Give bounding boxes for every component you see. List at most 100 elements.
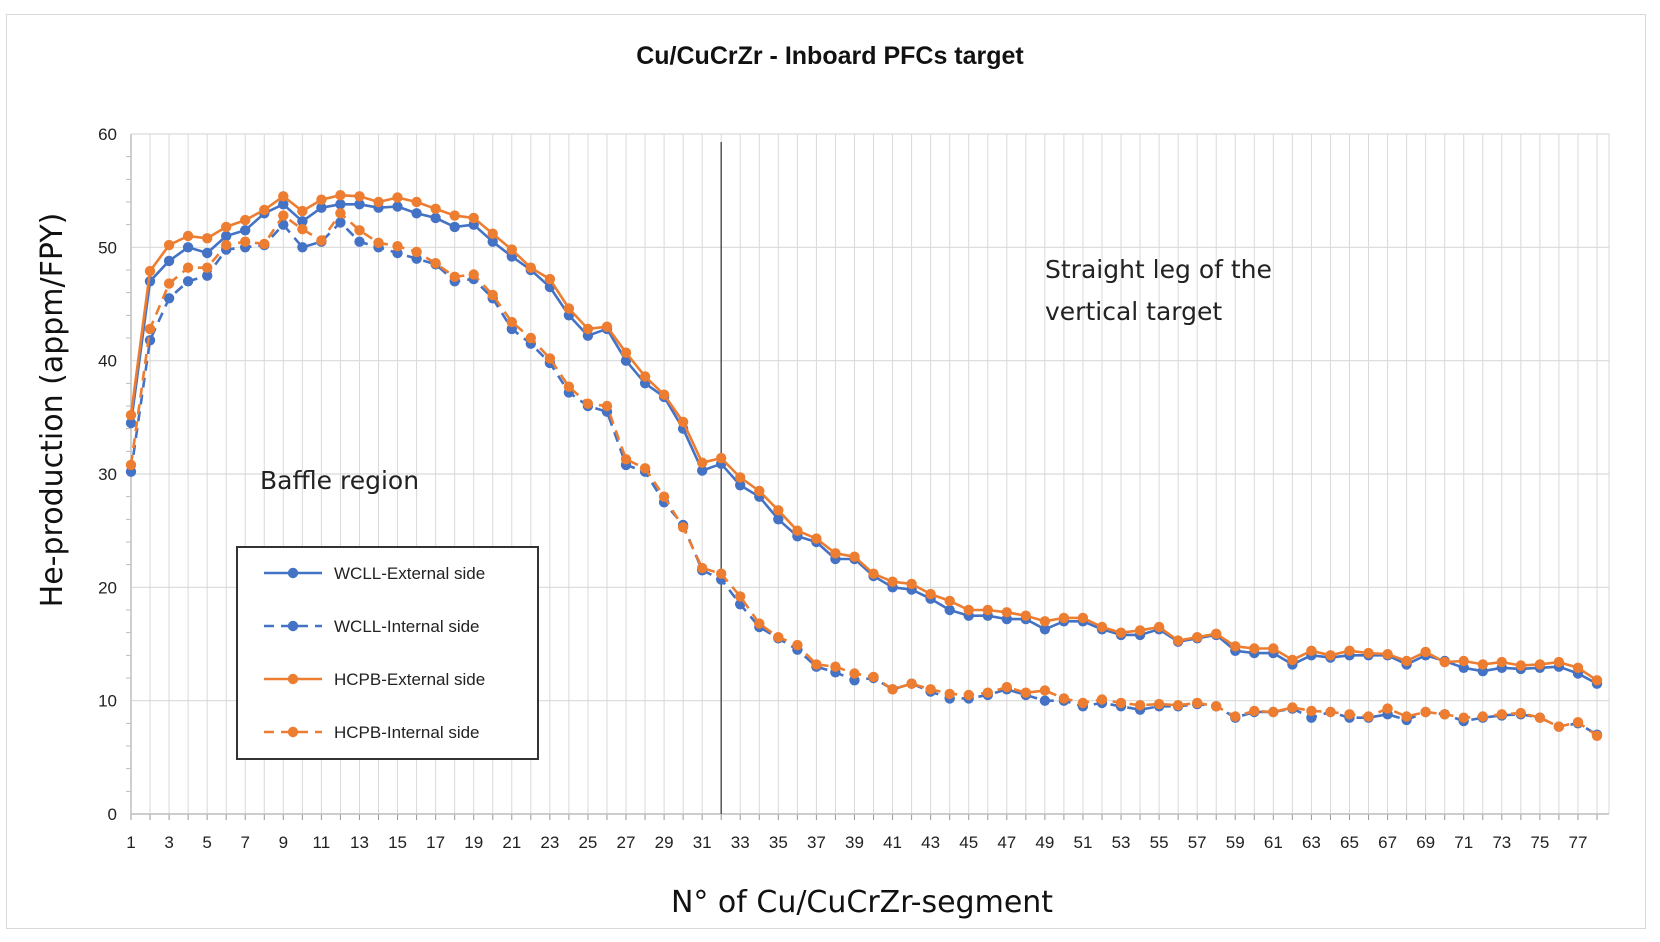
data-point: [716, 452, 727, 464]
data-point: [297, 216, 308, 227]
data-point: [1001, 607, 1012, 618]
data-point: [1363, 711, 1374, 722]
data-point: [335, 190, 346, 201]
data-point: [373, 196, 384, 208]
data-point: [1115, 697, 1127, 709]
data-point: [1115, 627, 1127, 638]
data-point: [811, 659, 822, 670]
annotation-straight-leg-line2: vertical target: [1045, 297, 1222, 326]
x-tick-label: 11: [313, 833, 331, 852]
data-point: [697, 562, 708, 574]
data-point: [163, 293, 175, 304]
x-tick-label: 13: [350, 833, 369, 852]
x-tick-label: 25: [578, 833, 597, 852]
data-point: [1572, 717, 1584, 728]
data-point: [830, 548, 841, 559]
data-point: [1515, 660, 1527, 671]
data-point: [1134, 700, 1146, 711]
data-point: [297, 224, 308, 235]
series-layer: [125, 190, 1603, 741]
data-point: [240, 214, 251, 226]
data-point: [601, 321, 613, 332]
data-point: [1096, 694, 1108, 705]
data-point: [1306, 705, 1317, 717]
data-point: [278, 210, 289, 221]
data-point: [925, 588, 936, 600]
data-point: [544, 273, 556, 285]
y-tick-label: 10: [98, 692, 117, 711]
data-point: [773, 632, 784, 643]
data-point: [202, 262, 213, 273]
data-point: [982, 687, 993, 698]
data-point: [601, 400, 613, 412]
data-point: [868, 568, 879, 579]
x-tick-label: 21: [502, 833, 521, 852]
x-tick-label: 59: [1226, 833, 1245, 852]
data-point: [963, 689, 974, 701]
x-tick-label: 43: [921, 833, 940, 852]
data-point: [411, 246, 422, 258]
data-point: [1515, 707, 1527, 719]
data-point: [1287, 654, 1298, 666]
data-point: [202, 270, 213, 281]
data-point: [563, 381, 575, 392]
data-point: [868, 671, 879, 683]
data-point: [697, 465, 708, 476]
data-point: [792, 639, 803, 651]
data-point: [1591, 730, 1603, 741]
data-point: [487, 289, 498, 301]
legend-label: HCPB-Internal side: [334, 723, 480, 742]
data-point: [620, 454, 632, 465]
x-tick-label: 29: [655, 833, 674, 852]
y-axis-label: He-production (appm/FPY): [35, 213, 70, 608]
data-point: [1039, 624, 1051, 635]
data-point: [582, 398, 594, 409]
data-point: [182, 230, 194, 242]
x-tick-label: 77: [1569, 833, 1588, 852]
data-point: [716, 568, 727, 579]
data-point: [316, 235, 327, 246]
data-point: [773, 505, 784, 516]
data-point: [144, 335, 156, 346]
data-point: [449, 271, 460, 282]
data-point: [811, 533, 822, 544]
data-point: [982, 604, 993, 616]
data-point: [1306, 645, 1317, 656]
y-tick-label: 20: [98, 578, 117, 597]
data-point: [1268, 643, 1279, 654]
data-point: [1401, 655, 1412, 667]
data-point: [125, 459, 137, 471]
data-point: [125, 417, 137, 429]
data-point: [1230, 711, 1241, 722]
data-point: [449, 221, 460, 233]
x-tick-label: 17: [426, 833, 445, 852]
data-point: [392, 241, 403, 252]
x-tick-label: 49: [1035, 833, 1054, 852]
data-point: [1496, 709, 1508, 720]
legend-box: [236, 546, 539, 760]
data-point: [1287, 702, 1298, 713]
chart-frame: [6, 14, 1646, 929]
data-point: [163, 239, 175, 251]
data-point: [1420, 706, 1431, 718]
data-point: [1039, 685, 1051, 696]
x-tick-label: 75: [1530, 833, 1549, 852]
data-point: [1591, 675, 1603, 686]
x-tick-label: 41: [883, 833, 902, 852]
data-point: [506, 316, 517, 328]
data-point: [1534, 712, 1546, 723]
data-point: [944, 604, 955, 616]
data-point: [525, 262, 536, 273]
data-point: [525, 332, 536, 344]
data-point: [849, 668, 860, 679]
data-point: [963, 604, 974, 616]
data-point: [1268, 706, 1279, 718]
data-point: [316, 194, 327, 205]
data-point: [1172, 635, 1184, 646]
data-point: [1039, 616, 1051, 627]
data-point: [182, 242, 194, 253]
data-point: [887, 684, 898, 695]
x-tick-label: 73: [1492, 833, 1511, 852]
x-tick-label: 7: [240, 833, 249, 852]
data-point: [1458, 655, 1469, 667]
